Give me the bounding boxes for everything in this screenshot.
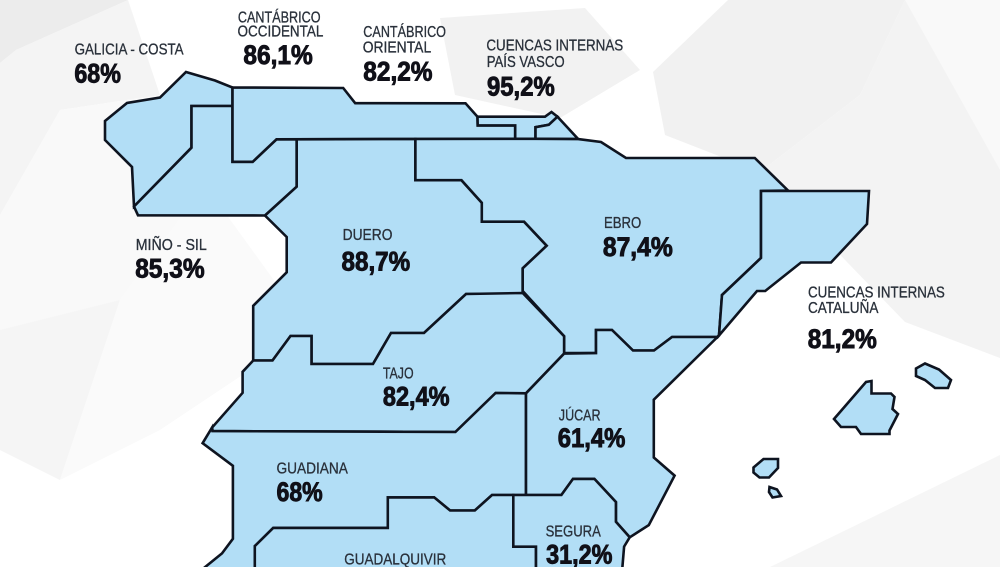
svg-text:GUADIANA: GUADIANA <box>277 461 349 478</box>
svg-text:CANTÁBRICO: CANTÁBRICO <box>363 24 446 41</box>
svg-text:TAJO: TAJO <box>383 365 414 382</box>
svg-text:CANTÁBRICO: CANTÁBRICO <box>238 10 321 27</box>
svg-text:EBRO: EBRO <box>604 215 641 232</box>
svg-text:CATALUÑA: CATALUÑA <box>808 300 879 317</box>
svg-text:SEGURA: SEGURA <box>546 524 602 541</box>
svg-text:85,3%: 85,3% <box>135 254 204 284</box>
svg-text:CUENCAS INTERNAS: CUENCAS INTERNAS <box>808 284 945 301</box>
svg-text:61,4%: 61,4% <box>558 423 626 453</box>
svg-text:DUERO: DUERO <box>343 227 393 244</box>
svg-text:82,4%: 82,4% <box>383 381 450 411</box>
svg-text:CUENCAS INTERNAS: CUENCAS INTERNAS <box>486 38 623 55</box>
svg-text:MIÑO - SIL: MIÑO - SIL <box>136 237 207 254</box>
svg-text:88,7%: 88,7% <box>342 246 411 276</box>
svg-text:PAÍS VASCO: PAÍS VASCO <box>487 54 565 71</box>
svg-text:82,2%: 82,2% <box>363 56 432 86</box>
svg-text:GUADALQUIVIR: GUADALQUIVIR <box>344 552 446 567</box>
svg-text:81,2%: 81,2% <box>808 324 877 354</box>
svg-text:31,2%: 31,2% <box>546 539 612 567</box>
svg-text:ORIENTAL: ORIENTAL <box>363 39 432 56</box>
svg-text:87,4%: 87,4% <box>603 232 673 262</box>
svg-text:95,2%: 95,2% <box>487 71 555 101</box>
svg-text:68%: 68% <box>277 477 323 507</box>
svg-text:JÚCAR: JÚCAR <box>559 407 601 424</box>
svg-text:86,1%: 86,1% <box>243 40 312 70</box>
svg-text:68%: 68% <box>74 59 121 89</box>
svg-text:GALICIA - COSTA: GALICIA - COSTA <box>75 42 185 59</box>
svg-text:OCCIDENTAL: OCCIDENTAL <box>238 24 324 41</box>
